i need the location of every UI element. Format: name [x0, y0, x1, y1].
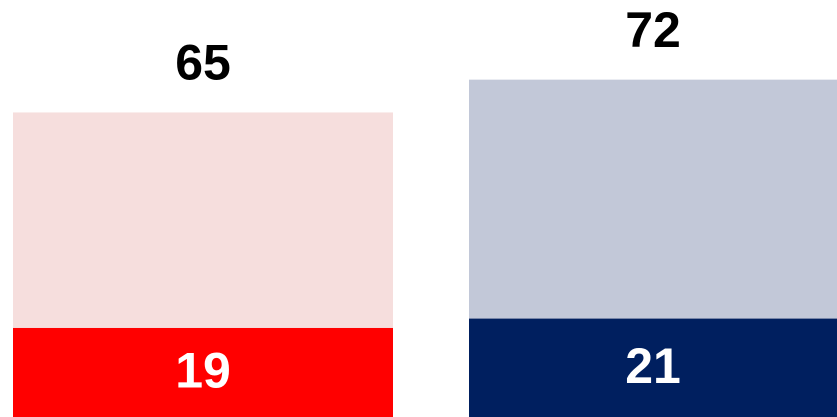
total-label: 72 — [625, 2, 681, 58]
bar — [469, 318, 837, 417]
segment-label: 19 — [175, 343, 231, 399]
bar — [13, 327, 393, 417]
segment-label: 21 — [625, 338, 681, 394]
total-label: 65 — [175, 35, 231, 91]
